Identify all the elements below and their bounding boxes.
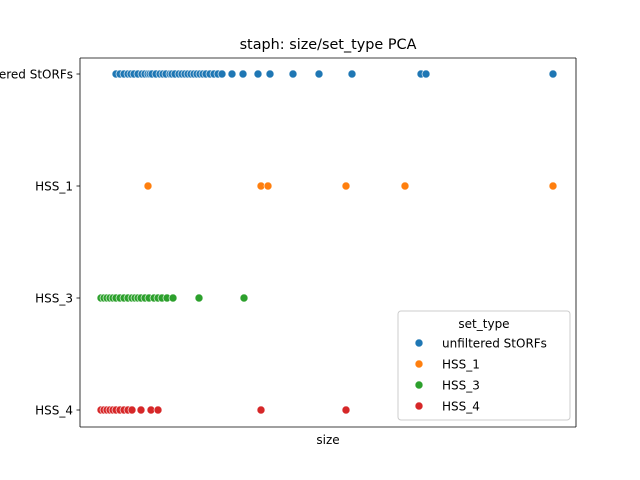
- data-point: [127, 405, 137, 415]
- data-point: [143, 181, 153, 191]
- data-point: [239, 293, 249, 303]
- data-point: [288, 69, 298, 79]
- data-points: [96, 69, 558, 415]
- data-point: [314, 69, 324, 79]
- legend-label: HSS_3: [442, 378, 480, 392]
- y-tick-label: unfiltered StORFs: [0, 67, 73, 81]
- data-point: [263, 181, 273, 191]
- legend-label: unfiltered StORFs: [442, 336, 547, 350]
- legend-box: [397, 310, 571, 421]
- data-point: [421, 69, 431, 79]
- data-point: [227, 69, 237, 79]
- legend-title: set_type: [458, 317, 509, 331]
- legend: set_type unfiltered StORFs HSS_1 HSS_3 HSS_…: [397, 310, 571, 421]
- data-point: [548, 69, 558, 79]
- y-tick-label: HSS_3: [35, 291, 73, 305]
- x-axis-label: size: [316, 433, 339, 447]
- data-point: [256, 405, 266, 415]
- legend-marker: [414, 380, 424, 390]
- axes-frame: [79, 57, 577, 428]
- legend-marker: [414, 359, 424, 369]
- data-point: [400, 181, 410, 191]
- data-point: [153, 405, 163, 415]
- data-point: [238, 69, 248, 79]
- data-point: [253, 69, 263, 79]
- legend-marker: [414, 401, 424, 411]
- data-point: [341, 181, 351, 191]
- data-point: [194, 293, 204, 303]
- legend-label: HSS_1: [442, 357, 480, 371]
- y-tick-label: HSS_4: [35, 403, 73, 417]
- data-point: [168, 293, 178, 303]
- chart-title: staph: size/set_type PCA: [240, 37, 417, 53]
- legend-marker: [414, 338, 424, 348]
- y-axis-ticks: unfiltered StORFs HSS_1 HSS_3 HSS_4: [0, 67, 80, 417]
- legend-label: HSS_4: [442, 399, 480, 413]
- y-tick-label: HSS_1: [35, 179, 73, 193]
- data-point: [347, 69, 357, 79]
- data-point: [217, 69, 227, 79]
- data-point: [136, 405, 146, 415]
- data-point: [341, 405, 351, 415]
- legend-entries: unfiltered StORFs HSS_1 HSS_3 HSS_4: [414, 336, 547, 413]
- data-point: [265, 69, 275, 79]
- data-point: [548, 181, 558, 191]
